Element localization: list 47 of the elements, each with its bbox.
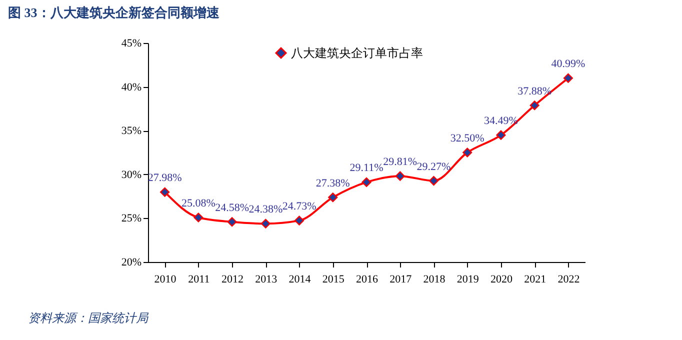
- x-tick-label: 2022: [558, 274, 580, 286]
- text: 29.27%: [416, 160, 451, 173]
- legend-label: 八大建筑央企订单市占率: [291, 46, 423, 60]
- x-tick-label: 2015: [322, 274, 345, 286]
- text: 29.81%: [383, 156, 418, 168]
- point: [160, 187, 170, 197]
- x-tick-label: 2021: [524, 274, 546, 286]
- x-tick-label: 2017: [390, 274, 412, 286]
- y-tick-label: 20%: [121, 256, 142, 268]
- text: 资料来源：国家统计局: [28, 311, 149, 325]
- x-tick-label: 2011: [188, 274, 210, 286]
- point: [530, 100, 540, 110]
- text: 34.49%: [484, 115, 518, 128]
- x-tick-label: 2010: [154, 274, 177, 286]
- text: 29.11%: [350, 162, 384, 174]
- point: [194, 212, 204, 222]
- point: [328, 192, 338, 202]
- text: 32.50%: [450, 132, 484, 144]
- y-tick-label: 25%: [121, 212, 142, 225]
- x-tick-label: 2020: [490, 274, 513, 286]
- x-tick-label: 2019: [456, 274, 480, 286]
- x-tick-label: 2016: [356, 274, 378, 286]
- text: 24.73%: [282, 200, 316, 213]
- point: [362, 177, 372, 187]
- point: [462, 148, 472, 158]
- point: [428, 176, 439, 186]
- y-tick-label: 45%: [121, 38, 142, 50]
- text: 40.99%: [551, 58, 586, 70]
- text: 24.38%: [248, 204, 283, 216]
- x-tick-label: 2018: [423, 274, 446, 286]
- x-tick-label: 2014: [288, 274, 312, 286]
- text: 37.88%: [518, 85, 552, 98]
- point: [294, 216, 304, 226]
- text: 24.58%: [215, 202, 249, 214]
- y-tick-label: 30%: [121, 168, 142, 181]
- point: [227, 217, 237, 227]
- text: 25.08%: [181, 198, 216, 210]
- point: [395, 171, 405, 181]
- chart-title: 图 33：八大建筑央企新签合同额增速: [8, 5, 220, 20]
- point: [260, 218, 270, 228]
- text: 27.38%: [316, 177, 350, 190]
- x-tick-label: 2012: [222, 274, 244, 286]
- x-tick-label: 2013: [255, 274, 278, 286]
- point: [496, 130, 506, 140]
- y-tick-label: 40%: [121, 81, 142, 94]
- point: [563, 73, 573, 83]
- y-tick-label: 35%: [121, 125, 142, 138]
